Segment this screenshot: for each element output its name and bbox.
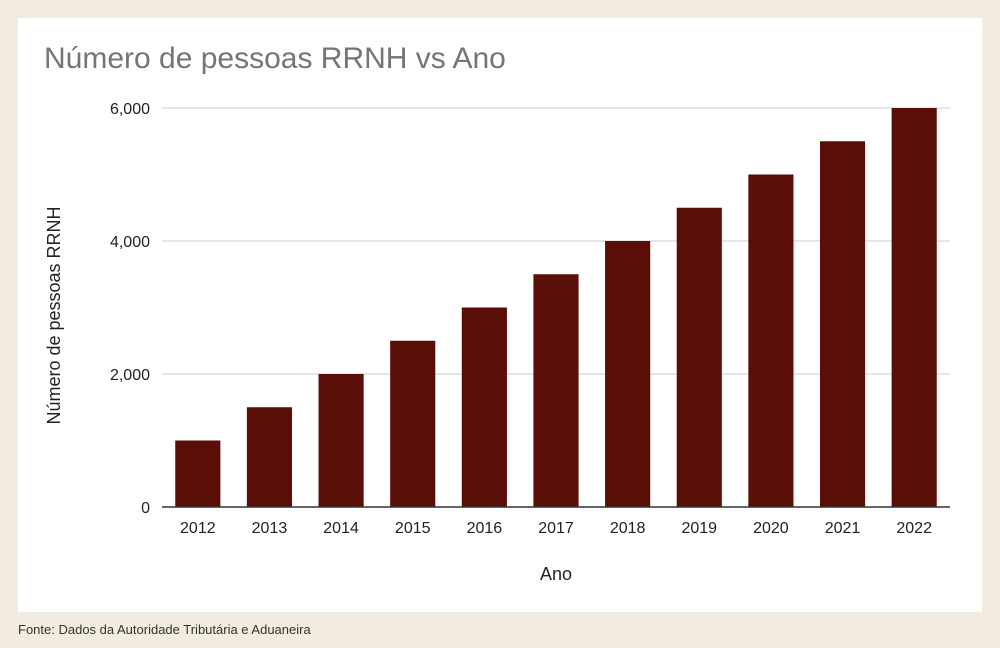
bar-chart: 0 2,000 4,000 6,000 2012 2013 2014 2015 2016 2017… xyxy=(44,101,950,584)
x-tick-label: 2021 xyxy=(825,520,861,537)
bar-2013 xyxy=(246,407,293,507)
bar-2017 xyxy=(533,274,579,507)
bar-2014 xyxy=(318,374,364,507)
chart-title: Número de pessoas RRNH vs Ano xyxy=(44,42,506,75)
x-tick-label: 2014 xyxy=(323,520,359,537)
x-tick-label: 2020 xyxy=(753,520,789,537)
x-tick-label: 2012 xyxy=(180,520,216,537)
chart-card: Número de pessoas RRNH vs Ano 0 2,000 4,00… xyxy=(18,18,982,612)
y-tick-label: 0 xyxy=(141,500,150,517)
y-tick-label: 2,000 xyxy=(110,367,150,384)
bar-2016 xyxy=(461,307,507,507)
x-tick-label: 2013 xyxy=(252,520,288,537)
bar-2019 xyxy=(676,207,722,507)
bar-2018 xyxy=(605,241,651,507)
x-tick-label: 2019 xyxy=(681,520,717,537)
bar-2012 xyxy=(175,440,221,507)
y-tick-label: 4,000 xyxy=(110,234,150,251)
bar-2022 xyxy=(891,108,937,507)
bar-2020 xyxy=(748,174,794,507)
x-axis-title: Ano xyxy=(540,564,572,584)
x-tick-label: 2017 xyxy=(538,520,574,537)
x-tick-label: 2018 xyxy=(610,520,646,537)
x-tick-label: 2016 xyxy=(467,520,503,537)
x-tick-label: 2022 xyxy=(896,520,932,537)
y-tick-label: 6,000 xyxy=(110,101,150,118)
bar-2021 xyxy=(819,141,866,507)
source-note: Fonte: Dados da Autoridade Tributária e … xyxy=(18,622,311,637)
x-tick-label: 2015 xyxy=(395,520,431,537)
bar-2015 xyxy=(390,340,436,507)
y-axis-title: Número de pessoas RRNH xyxy=(44,206,64,424)
